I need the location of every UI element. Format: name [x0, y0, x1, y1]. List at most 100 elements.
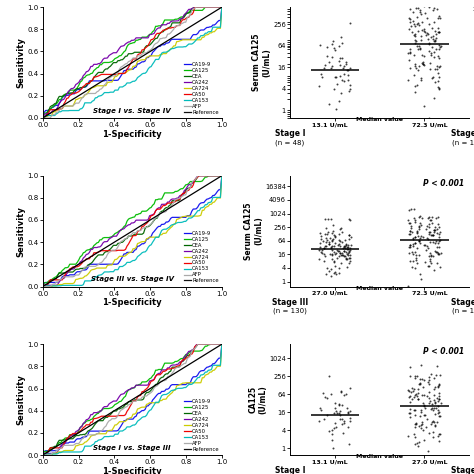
Point — [433, 229, 440, 237]
Point — [405, 283, 412, 290]
Point — [431, 247, 439, 255]
Point — [412, 420, 420, 428]
Point — [425, 48, 433, 55]
Point — [434, 407, 441, 414]
Point — [431, 223, 438, 230]
Point — [316, 41, 324, 48]
Point — [321, 393, 329, 401]
Point — [344, 243, 351, 250]
Y-axis label: Sensitivity: Sensitivity — [17, 374, 26, 425]
Point — [335, 264, 342, 272]
Point — [436, 15, 444, 22]
Point — [338, 252, 346, 259]
Point — [425, 20, 433, 27]
Text: Stage I vs. Stage IV: Stage I vs. Stage IV — [93, 108, 171, 114]
Point — [435, 234, 442, 241]
Point — [427, 253, 434, 260]
Point — [337, 260, 345, 267]
Point — [425, 4, 433, 11]
Point — [411, 423, 419, 431]
Text: 250: 250 — [473, 7, 474, 12]
Point — [341, 242, 348, 250]
Point — [325, 240, 333, 247]
Point — [436, 392, 443, 400]
Point — [425, 399, 433, 407]
Point — [325, 58, 333, 65]
Point — [329, 37, 337, 45]
Point — [332, 73, 340, 81]
Point — [344, 246, 351, 253]
Point — [422, 32, 430, 39]
Point — [415, 213, 422, 221]
Point — [430, 419, 438, 426]
Point — [436, 412, 444, 420]
Point — [415, 381, 422, 388]
Point — [433, 30, 440, 38]
Text: 13.1 U/mL: 13.1 U/mL — [311, 122, 347, 128]
Point — [411, 411, 419, 419]
Point — [415, 237, 422, 245]
Point — [417, 219, 424, 227]
Point — [338, 39, 346, 46]
Point — [341, 237, 349, 244]
Point — [321, 215, 328, 222]
Point — [315, 246, 323, 254]
Point — [323, 52, 331, 60]
Point — [408, 224, 415, 232]
Y-axis label: Sensitivity: Sensitivity — [17, 206, 26, 256]
Point — [335, 42, 343, 49]
Point — [433, 362, 440, 369]
Point — [335, 401, 342, 409]
Point — [432, 46, 440, 53]
Point — [346, 257, 354, 265]
Point — [425, 373, 433, 381]
Point — [427, 59, 434, 67]
Point — [344, 423, 351, 431]
Point — [328, 255, 336, 262]
Point — [332, 46, 339, 54]
Point — [346, 255, 354, 262]
Point — [430, 404, 438, 411]
Point — [321, 61, 329, 69]
Point — [334, 81, 341, 88]
Point — [321, 257, 328, 264]
Point — [413, 82, 420, 89]
Point — [407, 222, 415, 230]
Point — [340, 70, 348, 77]
Point — [414, 389, 422, 397]
Point — [435, 409, 442, 417]
Point — [405, 206, 413, 214]
Point — [411, 239, 419, 247]
Point — [424, 262, 432, 270]
Point — [420, 3, 428, 10]
Point — [427, 49, 435, 57]
Point — [330, 258, 337, 266]
Point — [411, 88, 419, 95]
Point — [428, 219, 436, 227]
Point — [343, 246, 350, 253]
Point — [330, 410, 337, 417]
Point — [423, 416, 431, 423]
Point — [407, 389, 415, 396]
Point — [416, 6, 423, 14]
Point — [335, 252, 343, 260]
Point — [319, 246, 326, 254]
Text: Stage III: Stage III — [272, 298, 308, 307]
Point — [418, 214, 426, 221]
Point — [423, 243, 431, 250]
Point — [436, 437, 443, 445]
Point — [424, 447, 432, 455]
Point — [346, 440, 353, 447]
Point — [435, 403, 442, 410]
Point — [425, 220, 432, 228]
Point — [335, 230, 343, 237]
Point — [434, 398, 441, 405]
Point — [328, 64, 335, 72]
Point — [430, 4, 438, 12]
Point — [435, 28, 443, 36]
Point — [336, 225, 343, 232]
Point — [418, 59, 426, 67]
Point — [412, 4, 420, 12]
Point — [344, 66, 351, 74]
Point — [415, 236, 422, 243]
